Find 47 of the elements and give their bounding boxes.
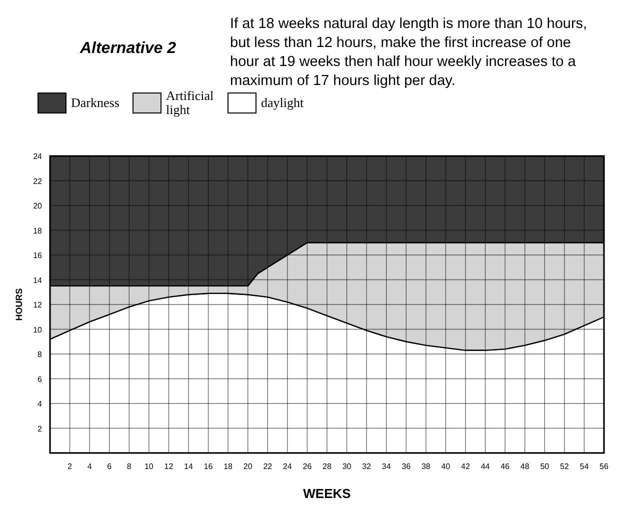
x-tick-label: 56 [600, 462, 609, 471]
x-tick-label: 2 [68, 462, 73, 471]
x-tick-label: 8 [126, 462, 132, 471]
x-tick-label: 40 [441, 462, 451, 471]
x-tick-label: 34 [382, 462, 392, 471]
x-tick-label: 46 [500, 462, 510, 471]
x-tick-label: 6 [107, 462, 112, 471]
x-tick-label: 14 [184, 462, 194, 471]
y-axis-title: HOURS [14, 288, 24, 321]
x-tick-label: 16 [204, 462, 214, 471]
x-tick-label: 32 [362, 462, 372, 471]
x-tick-label: 26 [302, 462, 312, 471]
x-tick-label: 50 [540, 462, 550, 471]
x-tick-label: 28 [322, 462, 332, 471]
chart-subtitle: If at 18 weeks natural day length is more than 10 hours, but less than 12 hours, make the first increase of one hour at 19 weeks then half hour weekly increases to a maximum of 17 hours light per day. [230, 16, 588, 89]
x-tick-label: 12 [164, 462, 174, 471]
y-tick-label: 8 [38, 350, 43, 359]
y-tick-label: 2 [38, 424, 43, 434]
x-tick-label: 42 [461, 462, 470, 471]
chart-title: Alternative 2 [78, 40, 176, 57]
y-tick-label: 16 [33, 251, 43, 260]
x-axis-title: WEEKS [303, 486, 352, 501]
x-tick-label: 4 [87, 462, 92, 471]
x-tick-label: 20 [243, 462, 253, 471]
y-tick-label: 12 [33, 300, 43, 310]
y-tick-label: 22 [33, 176, 43, 186]
x-tick-label: 48 [520, 462, 530, 471]
x-tick-label: 10 [144, 462, 154, 471]
x-tick-label: 38 [421, 462, 431, 471]
x-tick-label: 54 [580, 462, 590, 471]
y-tick-label: 24 [33, 152, 43, 161]
legend-label: Artificial light [166, 88, 214, 117]
y-tick-label: 18 [33, 226, 43, 236]
x-tick-label: 52 [560, 462, 570, 471]
y-tick-label: 10 [33, 325, 43, 334]
x-tick-label: 30 [342, 462, 352, 471]
legend-label: daylight [261, 95, 304, 110]
x-tick-label: 22 [263, 462, 273, 471]
y-tick-label: 6 [38, 374, 43, 384]
y-tick-label: 20 [33, 202, 43, 210]
legend-label: Darkness [71, 95, 120, 110]
y-tick-label: 14 [33, 276, 43, 285]
x-tick-label: 18 [224, 462, 234, 471]
y-tick-label: 4 [38, 400, 43, 408]
x-tick-label: 44 [480, 462, 490, 471]
x-tick-label: 24 [282, 462, 292, 471]
x-tick-label: 36 [402, 462, 412, 471]
